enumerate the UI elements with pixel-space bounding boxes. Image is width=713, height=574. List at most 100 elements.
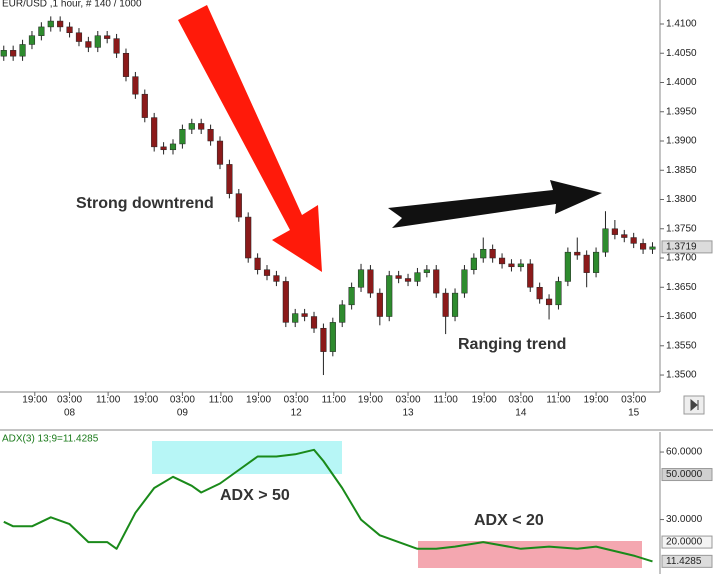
candle-body bbox=[263, 269, 271, 276]
candle-body bbox=[574, 251, 581, 256]
candle-body bbox=[66, 26, 73, 34]
level-label: 50.0000 bbox=[666, 469, 703, 480]
marks: 1.3500 1.3550 1.3600 1.3650 1.3700 1.3750 1.38… bbox=[0, 16, 713, 568]
candle-body bbox=[10, 50, 17, 57]
candle-body bbox=[414, 272, 421, 282]
date-label: 15 bbox=[628, 408, 640, 419]
candle-body bbox=[376, 292, 383, 317]
x-tick-label: 03:00 bbox=[170, 395, 195, 406]
date-label: 12 bbox=[291, 408, 303, 419]
x-tick-label: 11:00 bbox=[96, 395, 121, 406]
y-tick-label: 1.3800 bbox=[666, 194, 697, 205]
candle-body bbox=[216, 140, 224, 165]
x-tick-label: 19:00 bbox=[246, 395, 271, 406]
last-value-marker bbox=[661, 554, 713, 568]
last-value-marker bbox=[661, 240, 713, 254]
y-tick-label: 30.0000 bbox=[666, 514, 703, 525]
candle-body bbox=[28, 35, 36, 45]
date-label: 13 bbox=[402, 408, 414, 419]
y-tick-label: 1.3750 bbox=[666, 223, 697, 234]
x-tick-label: 11:00 bbox=[433, 395, 458, 406]
candle-body bbox=[527, 263, 534, 288]
candle-body bbox=[498, 257, 506, 265]
last-value-label: 1.3719 bbox=[666, 242, 697, 253]
annotation: Ranging trend bbox=[458, 336, 566, 353]
y-tick-label: 1.3950 bbox=[666, 106, 697, 117]
candle-body bbox=[564, 251, 571, 282]
x-tick-label: 03:00 bbox=[621, 395, 646, 406]
x-tick-label: 03:00 bbox=[57, 395, 82, 406]
candle-body bbox=[649, 246, 656, 250]
date-label: 14 bbox=[515, 408, 527, 419]
y-tick-label: 1.3600 bbox=[666, 311, 697, 322]
candle-body bbox=[254, 257, 261, 270]
candle-body bbox=[611, 228, 618, 235]
candle-body bbox=[207, 129, 214, 142]
x-tick-label: 11:00 bbox=[209, 395, 234, 406]
candle-body bbox=[423, 269, 430, 273]
y-tick-label: 1.3650 bbox=[666, 282, 697, 293]
candle-body bbox=[545, 298, 553, 306]
x-tick-label: 03:00 bbox=[284, 395, 309, 406]
candle-body bbox=[57, 20, 64, 28]
x-tick-label: 03:00 bbox=[508, 395, 533, 406]
candle-body bbox=[404, 278, 412, 282]
sideways-arrow bbox=[388, 180, 602, 228]
candle-body bbox=[461, 269, 468, 294]
candle-body bbox=[630, 237, 637, 244]
low-adx-zone bbox=[418, 541, 642, 568]
candle-body bbox=[395, 275, 402, 279]
candle-body bbox=[151, 117, 158, 148]
last-value-label: 11.4285 bbox=[666, 556, 702, 567]
candle-body bbox=[75, 32, 83, 42]
x-tick-label: 11:00 bbox=[546, 395, 571, 406]
candle-body bbox=[310, 316, 318, 329]
x-tick-label: 19:00 bbox=[584, 395, 609, 406]
candle-body bbox=[451, 292, 459, 317]
level-marker bbox=[661, 468, 713, 482]
candle-body bbox=[367, 269, 374, 294]
candle-body bbox=[640, 243, 647, 250]
candle-body bbox=[160, 146, 167, 151]
level-marker bbox=[661, 535, 713, 549]
candle-body bbox=[198, 123, 205, 130]
y-tick-label: 1.3500 bbox=[666, 370, 697, 381]
candle-body bbox=[273, 275, 280, 282]
high-adx-zone bbox=[152, 441, 342, 474]
y-tick-label: 1.4000 bbox=[666, 77, 697, 88]
candle-body bbox=[442, 292, 449, 317]
candle-body bbox=[169, 143, 177, 151]
candle-body bbox=[47, 20, 54, 28]
candle-body bbox=[433, 269, 440, 294]
candle-body bbox=[179, 129, 186, 145]
indicator-title: ADX(3) 13;9=11.4285 bbox=[2, 434, 99, 445]
candle-body bbox=[292, 313, 299, 323]
candle-body bbox=[602, 228, 609, 253]
candle-body bbox=[245, 216, 252, 259]
annotation: ADX > 50 bbox=[220, 487, 290, 504]
candle-body bbox=[0, 50, 7, 57]
candle-body bbox=[489, 248, 496, 259]
annotation: Strong downtrend bbox=[76, 195, 214, 212]
candle-body bbox=[517, 263, 524, 268]
candle-body bbox=[19, 44, 26, 57]
candle-body bbox=[508, 263, 515, 268]
candle-body bbox=[38, 26, 45, 36]
y-tick-label: 1.3550 bbox=[666, 340, 697, 351]
candle-body bbox=[357, 269, 365, 288]
date-label: 09 bbox=[177, 408, 189, 419]
chart-title: EUR/USD ,1 hour, # 140 / 1000 bbox=[2, 0, 142, 10]
y-tick-label: 1.4100 bbox=[666, 19, 697, 30]
candle-body bbox=[113, 38, 120, 54]
candle-body bbox=[470, 257, 477, 270]
candle-body bbox=[592, 251, 600, 273]
candle-body bbox=[282, 281, 289, 323]
candle-body bbox=[480, 248, 487, 259]
candle-body bbox=[141, 93, 148, 118]
candle-body bbox=[122, 52, 130, 77]
x-tick-label: 19:00 bbox=[133, 395, 158, 406]
candle-body bbox=[94, 35, 101, 48]
y-tick-label: 1.3850 bbox=[666, 165, 697, 176]
